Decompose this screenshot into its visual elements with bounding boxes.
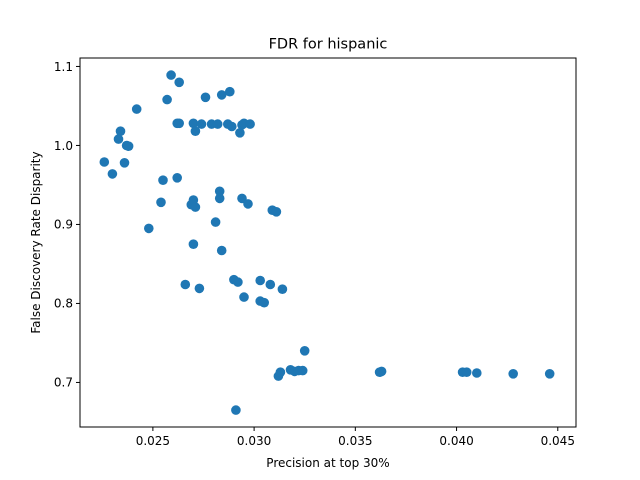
chart-title: FDR for hispanic: [269, 37, 388, 53]
data-point: [544, 369, 555, 379]
data-point: [243, 199, 253, 209]
data-point: [180, 279, 191, 290]
data-point: [115, 126, 126, 136]
data-point: [227, 121, 237, 132]
data-point: [174, 77, 184, 88]
y-tick-label: 1.0: [54, 139, 73, 153]
data-point: [212, 119, 223, 129]
data-point: [214, 186, 225, 197]
data-point: [162, 94, 172, 105]
data-point: [233, 277, 243, 287]
data-point: [277, 284, 288, 295]
x-tick-label: 0.045: [541, 434, 575, 448]
data-point: [190, 202, 201, 212]
y-tick-label: 0.7: [54, 376, 73, 390]
data-point: [297, 365, 308, 376]
data-point: [214, 193, 225, 204]
data-point: [107, 169, 118, 179]
data-point: [113, 134, 124, 144]
y-tick-label: 0.9: [54, 218, 73, 232]
data-point: [472, 368, 482, 378]
data-point: [200, 92, 211, 103]
data-point: [259, 297, 270, 308]
y-tick-label: 1.1: [54, 60, 73, 74]
x-tick-label: 0.030: [237, 434, 271, 448]
y-tick-label: 0.8: [54, 297, 73, 311]
data-point: [156, 197, 166, 208]
data-point: [231, 405, 241, 415]
data-point: [158, 175, 168, 185]
data-point: [245, 119, 255, 129]
data-point: [255, 275, 265, 286]
data-point: [376, 366, 387, 377]
data-point: [123, 141, 134, 151]
data-point: [190, 126, 201, 136]
data-point: [194, 283, 205, 294]
data-point: [196, 119, 207, 129]
x-tick-label: 0.025: [136, 434, 170, 448]
data-point: [271, 207, 282, 217]
data-point: [216, 90, 227, 100]
data-point: [172, 173, 182, 183]
data-point: [166, 70, 176, 80]
data-point: [216, 245, 227, 256]
data-point: [299, 346, 310, 356]
data-point: [239, 292, 249, 302]
data-point: [119, 158, 130, 168]
data-point: [225, 86, 235, 97]
data-point: [265, 279, 276, 290]
data-point: [235, 128, 245, 138]
data-point: [174, 118, 184, 129]
data-point: [275, 367, 286, 378]
y-axis-label: False Discovery Rate Disparity: [29, 151, 43, 333]
data-point: [210, 217, 221, 227]
plot-frame: [79, 57, 577, 428]
data-point: [461, 367, 472, 378]
data-point: [188, 239, 199, 249]
x-tick-label: 0.035: [338, 434, 372, 448]
data-point: [144, 223, 154, 234]
data-point: [131, 104, 142, 114]
x-tick-label: 0.040: [439, 434, 473, 448]
data-points: [99, 70, 555, 415]
data-point: [508, 369, 518, 379]
data-point: [188, 118, 199, 129]
data-point: [99, 157, 110, 167]
x-axis-label: Precision at top 30%: [266, 456, 389, 470]
axis-ticks: 0.025 0.030 0.035 0.040 0.045 0.7 0.8 0.9 1.0 1.1: [54, 60, 575, 448]
